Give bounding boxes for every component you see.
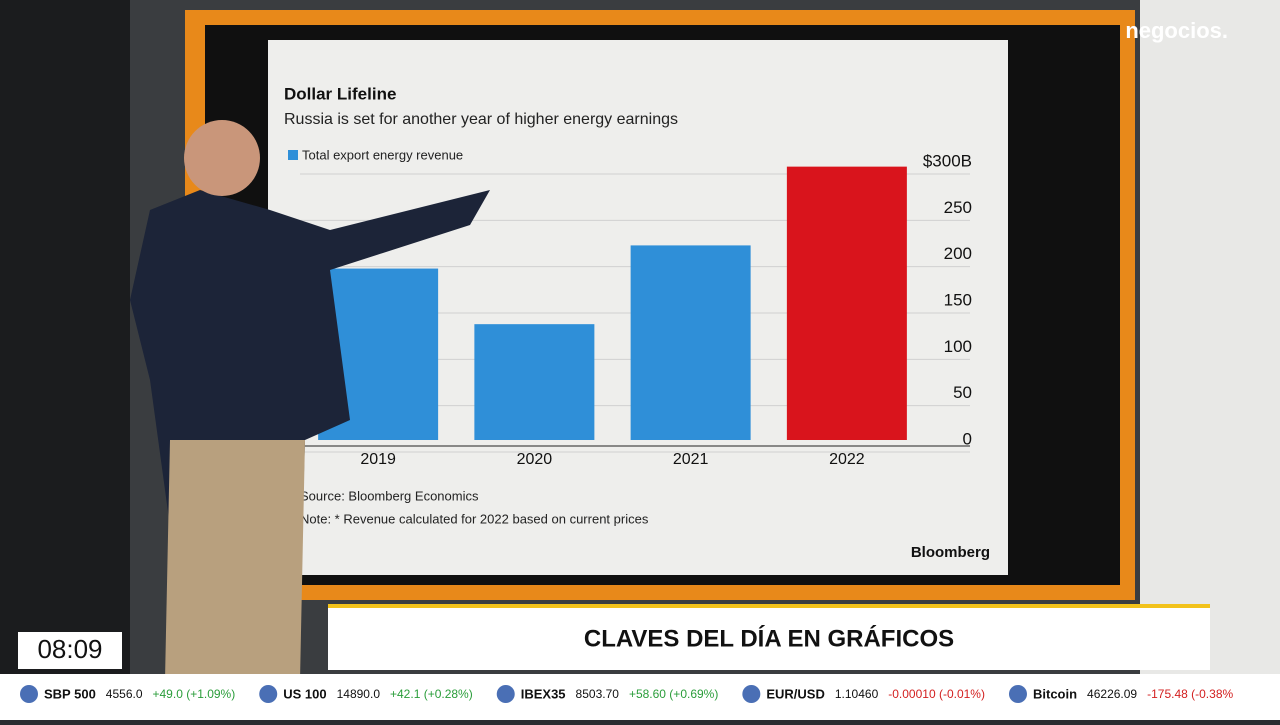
y-tick-label: 0: [963, 429, 972, 448]
ticker-change: +49.0 (+1.09%): [153, 687, 236, 701]
bar: [630, 245, 751, 440]
chart-title: Dollar Lifeline: [284, 84, 396, 103]
chart-brand: Bloomberg: [911, 544, 990, 561]
y-tick-label: 150: [944, 290, 972, 309]
y-tick-label: 250: [944, 198, 972, 217]
ticker-change: -175.48 (-0.38%: [1147, 687, 1233, 701]
clock-box: [18, 632, 122, 669]
ticker-change: +42.1 (+0.28%): [390, 687, 473, 701]
ticker-name: SBP 500: [44, 686, 96, 701]
legend-label: Total export energy revenue: [302, 147, 463, 162]
ticker-name: EUR/USD: [766, 686, 825, 701]
presenter-trousers: [165, 440, 305, 680]
ticker-name: US 100: [283, 686, 326, 701]
chart-subtitle: Russia is set for another year of higher…: [284, 111, 678, 128]
lower-third-title: CLAVES DEL DÍA EN GRÁFICOS: [584, 624, 954, 652]
ticker-change: -0.00010 (-0.01%): [888, 687, 985, 701]
ticker-icon: [259, 685, 278, 703]
ticker-icon: [1008, 685, 1027, 703]
plot: 0 50 100 150 200 250 $300B 2019 2020 2021 2022: [300, 151, 972, 468]
ticker-icon: [742, 685, 761, 703]
y-tick-label: 200: [944, 244, 972, 263]
bar: [786, 166, 907, 440]
ticker: SBP 500 4556.0 +49.0 (+1.09%) US 100 14890.0…: [20, 685, 1233, 703]
ticker-bar: [0, 674, 1280, 720]
ticker-icon: [496, 685, 515, 703]
ticker-value: 14890.0: [337, 687, 381, 701]
ticker-value: 4556.0: [106, 687, 143, 701]
lower-third-accent: [328, 604, 1210, 608]
chart-note: Note: * Revenue calculated for 2022 base…: [300, 511, 649, 526]
x-tick-label: 2022: [829, 451, 865, 468]
x-tick-label: 2021: [673, 451, 709, 468]
clock: 08:09: [37, 634, 102, 664]
ticker-value: 8503.70: [576, 687, 620, 701]
studio-pillar: [0, 0, 130, 720]
y-tick-label: $300B: [923, 151, 972, 170]
x-tick-label: 2020: [517, 451, 553, 468]
ticker-value: 1.10460: [835, 687, 879, 701]
legend-swatch: [288, 150, 298, 160]
bar: [474, 324, 595, 440]
y-tick-label: 50: [953, 383, 972, 402]
ticker-icon: [20, 685, 38, 703]
ticker-value: 46226.09: [1087, 687, 1137, 701]
lower-third: [328, 608, 1210, 670]
ticker-name: IBEX35: [521, 686, 566, 701]
chart-source: Source: Bloomberg Economics: [300, 488, 479, 503]
ticker-change: +58.60 (+0.69%): [629, 687, 718, 701]
channel-logo: negocios.: [1125, 18, 1228, 43]
ticker-name: Bitcoin: [1033, 686, 1077, 701]
studio-wall: [1140, 0, 1280, 720]
y-tick-label: 100: [944, 337, 972, 356]
presenter-head: [184, 120, 260, 196]
x-tick-label: 2019: [360, 451, 396, 468]
